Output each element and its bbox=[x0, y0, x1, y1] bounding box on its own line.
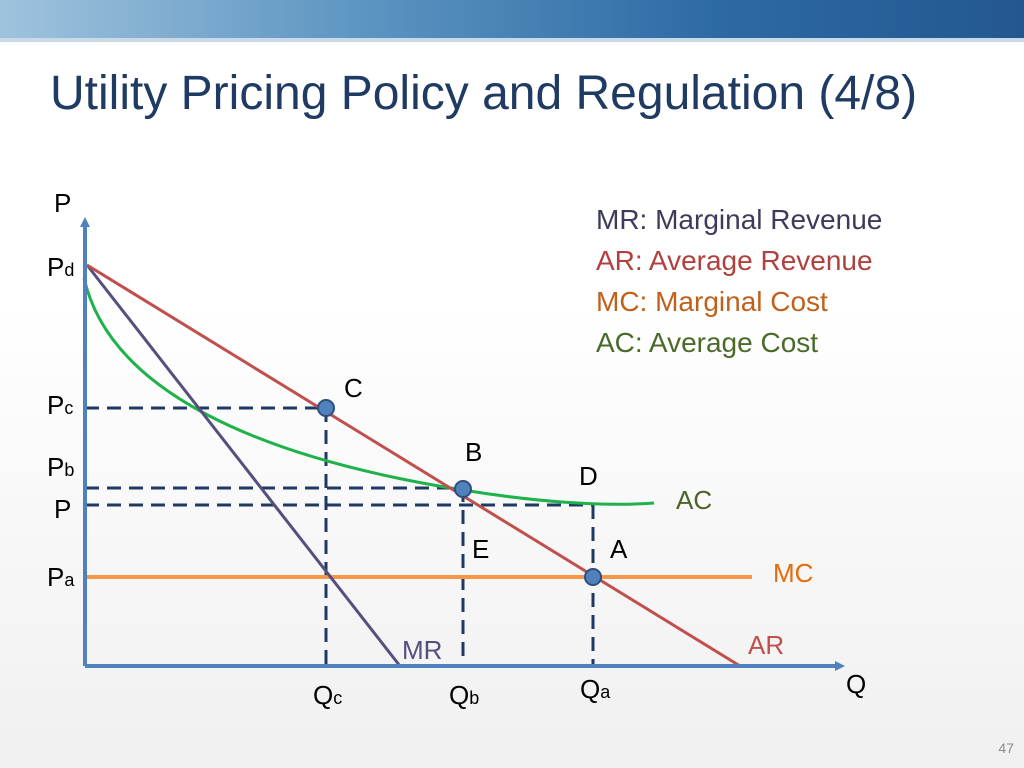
legend-item-ac: AC: Average Cost bbox=[596, 327, 819, 358]
point-c-marker bbox=[317, 399, 335, 417]
tick-qb: Qb bbox=[449, 680, 479, 710]
guide-lines bbox=[85, 406, 595, 666]
tick-pa-main: P bbox=[47, 562, 64, 592]
mr-label: MR bbox=[402, 635, 442, 665]
tick-pa: Pa bbox=[47, 562, 75, 592]
ar-curve bbox=[86, 263, 741, 668]
x-axis-label: Q bbox=[846, 669, 866, 699]
slide-title: Utility Pricing Policy and Regulation (4… bbox=[50, 67, 918, 120]
mr-curve bbox=[85, 264, 402, 667]
tick-pb-main: P bbox=[47, 452, 64, 482]
tick-p: P bbox=[54, 494, 71, 524]
tick-pd: Pd bbox=[47, 252, 74, 282]
tick-qa: Qa bbox=[580, 674, 611, 704]
tick-pd-main: P bbox=[47, 252, 64, 282]
tick-pc-sub: c bbox=[64, 398, 73, 418]
tick-qb-sub: b bbox=[469, 688, 479, 708]
point-a-label: A bbox=[610, 534, 628, 564]
tick-qc-main: Q bbox=[313, 680, 333, 710]
tick-p-main: P bbox=[54, 494, 71, 524]
header-banner bbox=[0, 0, 1024, 38]
point-b-marker bbox=[454, 480, 472, 498]
mc-label: MC bbox=[773, 558, 813, 588]
point-a-marker bbox=[584, 568, 602, 586]
tick-pb: Pb bbox=[47, 452, 74, 482]
tick-qc-sub: c bbox=[333, 688, 342, 708]
tick-pc-main: P bbox=[47, 390, 64, 420]
ac-curve bbox=[82, 277, 655, 506]
ac-label: AC bbox=[676, 485, 712, 515]
tick-qb-main: Q bbox=[449, 680, 469, 710]
legend: MR: Marginal Revenue AR: Average Revenue… bbox=[596, 199, 882, 363]
tick-pd-sub: d bbox=[64, 260, 74, 280]
legend-item-mr: MR: Marginal Revenue bbox=[596, 204, 883, 235]
ar-label: AR bbox=[748, 630, 784, 660]
header-divider bbox=[0, 38, 1024, 42]
tick-pa-sub: a bbox=[64, 570, 75, 590]
tick-qa-main: Q bbox=[580, 674, 600, 704]
tick-pc: Pc bbox=[47, 390, 73, 420]
point-d-label: D bbox=[579, 461, 598, 491]
y-axis-label: P bbox=[54, 188, 71, 218]
point-e-label: E bbox=[472, 534, 489, 564]
slide-number: 47 bbox=[998, 740, 1014, 756]
point-c-label: C bbox=[344, 373, 363, 403]
legend-item-mc: MC: Marginal Cost bbox=[596, 286, 828, 317]
tick-qa-sub: a bbox=[600, 682, 611, 702]
point-b-label: B bbox=[465, 437, 482, 467]
tick-qc: Qc bbox=[313, 680, 342, 710]
legend-item-ar: AR: Average Revenue bbox=[596, 245, 873, 276]
tick-pb-sub: b bbox=[64, 460, 74, 480]
